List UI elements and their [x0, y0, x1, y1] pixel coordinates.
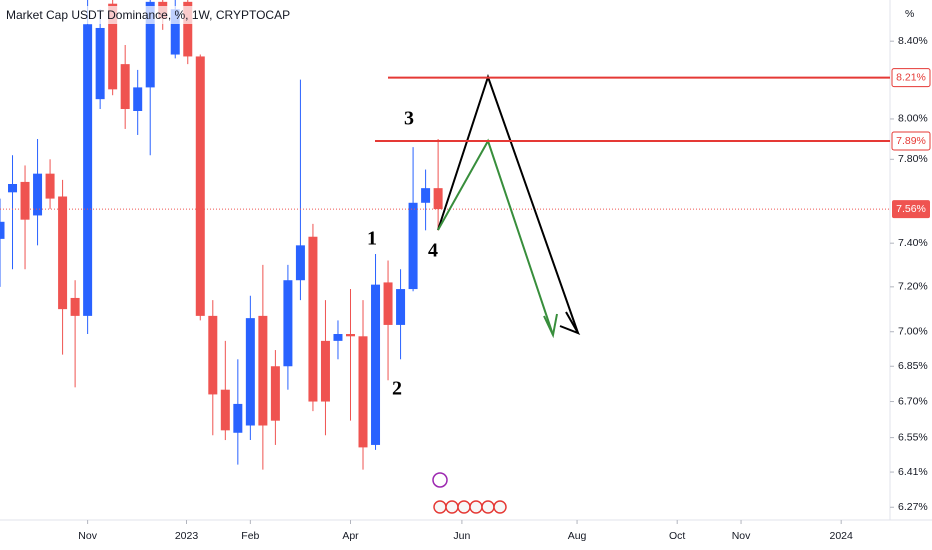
- candle-body: [258, 315, 268, 426]
- x-tick-label: Oct: [669, 530, 685, 542]
- x-tick-label: 2023: [175, 530, 199, 542]
- price-level-label: 8.21%: [896, 71, 926, 83]
- candle-body: [220, 389, 230, 431]
- event-icon[interactable]: [445, 500, 459, 514]
- price-level-box: [891, 131, 931, 151]
- candle-body: [345, 334, 355, 337]
- candle-body: [371, 284, 381, 445]
- chart-title: Market Cap USDT Dominance, %, 1W, CRYPTO…: [6, 8, 290, 22]
- event-icon[interactable]: [481, 500, 495, 514]
- candle-body: [95, 27, 105, 100]
- y-tick-label: 6.41%: [898, 466, 928, 478]
- candle-body: [145, 1, 155, 88]
- candle-body: [170, 9, 180, 55]
- candle-body: [208, 315, 218, 395]
- price-level-box: [891, 68, 931, 88]
- y-tick-label: 7.40%: [898, 237, 928, 249]
- y-tick-label: 6.70%: [898, 395, 928, 407]
- event-icon[interactable]: [469, 500, 483, 514]
- candle-body: [0, 221, 5, 239]
- y-tick-label: 8.00%: [898, 113, 928, 125]
- candle-body: [421, 188, 431, 203]
- unit-label: %: [905, 8, 914, 20]
- candle-body: [108, 3, 118, 90]
- wave-label: 2: [392, 378, 402, 400]
- price-level-label: 7.89%: [896, 135, 926, 147]
- candle-body: [20, 181, 30, 220]
- candle-body: [383, 282, 393, 325]
- candle-body: [33, 173, 43, 216]
- last-price-label: 7.56%: [896, 203, 926, 215]
- candle-body: [45, 173, 55, 199]
- candle-body: [295, 245, 305, 281]
- candle-body: [58, 196, 68, 310]
- candle-body: [358, 336, 368, 448]
- y-tick-label: 6.85%: [898, 360, 928, 372]
- y-tick-label: 6.27%: [898, 501, 928, 513]
- plot: [0, 0, 890, 470]
- y-tick-label: 7.00%: [898, 326, 928, 338]
- candle-body: [396, 289, 406, 325]
- candle-body: [8, 184, 18, 193]
- x-tick-label: Feb: [241, 530, 259, 542]
- x-tick-label: Aug: [568, 530, 587, 542]
- candle-body: [283, 280, 293, 367]
- event-icons: [433, 500, 507, 514]
- candle-body: [333, 334, 343, 341]
- event-icon[interactable]: [457, 500, 471, 514]
- wave-label: 1: [367, 228, 377, 250]
- candle-body: [408, 202, 418, 290]
- candle-body: [195, 56, 205, 316]
- y-tick-label: 6.55%: [898, 431, 928, 443]
- x-tick-label: Jun: [453, 530, 470, 542]
- y-tick-label: 7.20%: [898, 281, 928, 293]
- x-tick-label: Nov: [732, 530, 751, 542]
- candle-body: [308, 236, 318, 402]
- x-tick-label: Apr: [342, 530, 359, 542]
- y-tick-label: 8.40%: [898, 35, 928, 47]
- drawing-green-arrowhead: [543, 313, 558, 339]
- x-tick-label: 2024: [830, 530, 854, 542]
- candle-body: [70, 297, 80, 316]
- wave-label: 4: [428, 240, 438, 262]
- event-icon[interactable]: [493, 500, 507, 514]
- last-price-box: [892, 200, 930, 219]
- event-icon[interactable]: [433, 500, 447, 514]
- candle-body: [320, 340, 330, 402]
- title-background: [0, 6, 228, 24]
- candle-body: [83, 24, 93, 316]
- candle-body: [183, 1, 193, 57]
- candle-body: [270, 366, 280, 421]
- candle-body: [133, 87, 143, 112]
- event-icon[interactable]: [432, 472, 448, 488]
- candle-body: [120, 64, 130, 110]
- drawing-black-arrowhead: [559, 311, 581, 335]
- candle-body: [433, 188, 443, 210]
- candle-body: [233, 403, 243, 433]
- wave-label: 3: [404, 108, 414, 130]
- y-tick-label: 7.80%: [898, 153, 928, 165]
- x-tick-label: Nov: [78, 530, 97, 542]
- candle-body: [245, 318, 255, 426]
